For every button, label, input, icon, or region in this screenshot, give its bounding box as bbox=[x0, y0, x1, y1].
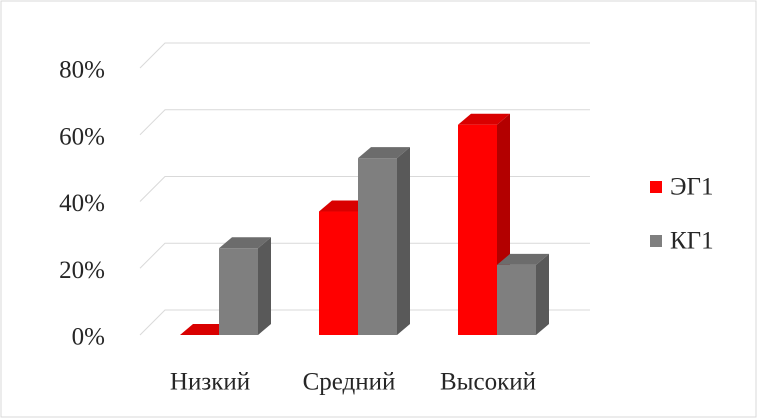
x-tick-label: Средний bbox=[303, 369, 396, 396]
bar-top bbox=[458, 113, 510, 125]
bar-top bbox=[358, 147, 410, 159]
bar bbox=[358, 158, 397, 335]
bar-top bbox=[497, 253, 549, 265]
bar bbox=[458, 124, 497, 335]
bar-top bbox=[219, 237, 271, 249]
grid-line bbox=[139, 309, 590, 336]
bar bbox=[497, 264, 536, 335]
y-tick-label: 80% bbox=[59, 57, 105, 84]
y-tick-label: 20% bbox=[59, 257, 105, 284]
bar-side bbox=[397, 147, 410, 335]
legend-label: КГ1 bbox=[670, 228, 714, 255]
bar bbox=[319, 211, 358, 335]
y-tick-label: 40% bbox=[59, 190, 105, 217]
legend-swatch bbox=[650, 235, 662, 247]
legend-label: ЭГ1 bbox=[670, 174, 713, 201]
grid-line bbox=[139, 176, 590, 202]
bar-side bbox=[258, 237, 271, 335]
bar bbox=[219, 248, 258, 335]
grid-line bbox=[139, 42, 590, 69]
bar-side bbox=[536, 253, 549, 335]
x-tick-label: Высокий bbox=[440, 369, 536, 396]
grid-line bbox=[139, 109, 590, 136]
y-tick-label: 60% bbox=[59, 123, 105, 150]
legend-swatch bbox=[650, 181, 662, 193]
x-tick-label: Низкий bbox=[170, 369, 250, 396]
y-tick-label: 0% bbox=[72, 324, 105, 351]
grid-line bbox=[139, 242, 590, 269]
